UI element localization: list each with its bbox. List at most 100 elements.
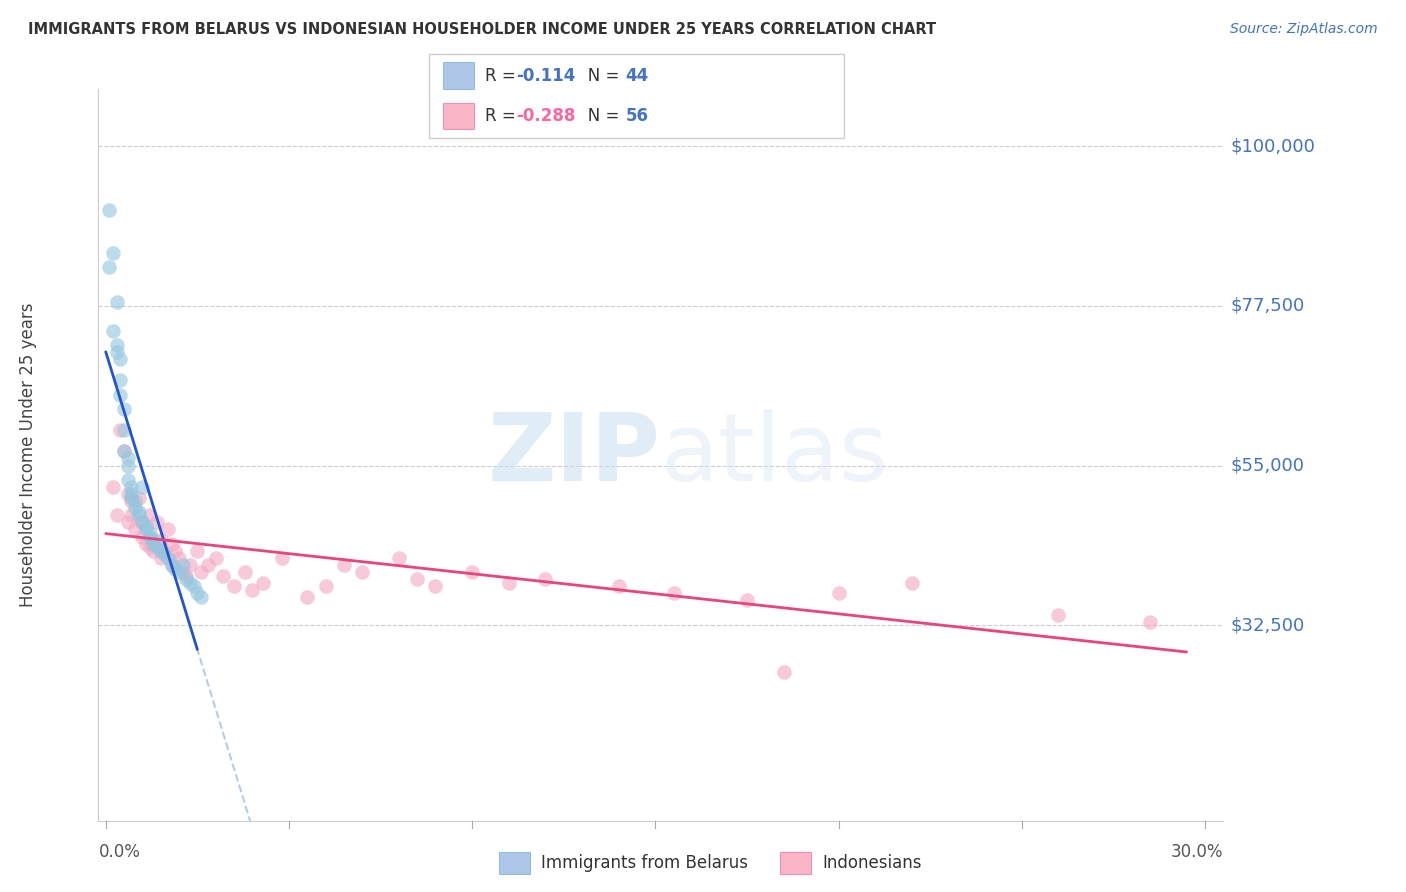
Point [138,530,160,544]
Point [157,523,180,537]
Point [131,480,153,494]
Text: 56: 56 [626,107,648,125]
Point [98,202,121,217]
Point [138,526,160,541]
Text: Indonesians: Indonesians [823,854,922,872]
Point [153,543,176,558]
Point [827,586,849,600]
Point [160,558,183,572]
Point [120,491,142,505]
Text: $55,000: $55,000 [1230,457,1305,475]
Point [333,558,356,572]
Point [197,558,219,572]
Point [146,540,169,554]
Point [172,565,194,579]
Point [112,444,135,458]
Point [165,561,187,575]
Point [204,550,226,565]
Point [315,579,337,593]
Point [186,543,208,558]
Point [149,550,172,565]
Point [101,245,124,260]
Point [128,508,150,523]
Text: IMMIGRANTS FROM BELARUS VS INDONESIAN HOUSEHOLDER INCOME UNDER 25 YEARS CORRELAT: IMMIGRANTS FROM BELARUS VS INDONESIAN HO… [28,22,936,37]
Point [176,572,198,586]
Point [105,508,128,523]
Point [128,505,150,519]
Point [176,568,198,582]
Point [662,586,685,600]
Point [112,401,135,416]
Point [157,550,180,565]
Text: atlas: atlas [661,409,889,501]
Point [120,480,142,494]
Point [105,345,128,359]
Point [124,501,146,516]
Point [425,579,447,593]
Point [498,575,520,590]
Point [149,533,172,548]
Point [135,523,157,537]
Point [110,423,132,437]
Text: Immigrants from Belarus: Immigrants from Belarus [541,854,748,872]
Point [101,324,124,338]
Point [142,537,165,551]
Point [131,516,153,530]
Point [186,586,208,600]
Point [124,494,146,508]
Point [167,550,190,565]
Text: Source: ZipAtlas.com: Source: ZipAtlas.com [1230,22,1378,37]
Point [138,540,160,554]
Text: -0.288: -0.288 [516,107,575,125]
Point [388,550,411,565]
Point [117,487,139,501]
Point [124,523,146,537]
Point [131,516,153,530]
Point [142,533,165,548]
Text: 0.0%: 0.0% [98,843,141,861]
Text: $100,000: $100,000 [1230,137,1315,155]
Point [120,494,142,508]
Point [352,565,374,579]
Text: 30.0%: 30.0% [1171,843,1223,861]
Point [117,451,139,466]
Point [149,543,172,558]
Point [179,558,201,572]
Text: $32,500: $32,500 [1230,616,1305,634]
Text: ZIP: ZIP [488,409,661,501]
Text: -0.114: -0.114 [516,67,575,85]
Point [131,530,153,544]
Text: N =: N = [572,67,624,85]
Point [112,444,135,458]
Point [212,568,235,582]
Point [117,473,139,487]
Point [406,572,429,586]
Point [240,582,263,597]
Point [135,519,157,533]
Point [117,516,139,530]
Point [534,572,557,586]
Text: R =: R = [485,67,522,85]
Point [172,558,194,572]
Point [270,550,292,565]
Point [146,516,169,530]
Point [128,491,150,505]
Point [98,260,121,274]
Point [190,565,212,579]
Point [297,590,319,604]
Point [120,508,142,523]
Text: N =: N = [572,107,624,125]
Point [1139,615,1161,629]
Point [179,575,201,590]
Point [252,575,274,590]
Point [110,352,132,367]
Point [772,665,794,679]
Point [153,547,176,561]
Point [105,338,128,352]
Point [110,387,132,401]
Point [110,373,132,387]
Text: R =: R = [485,107,522,125]
Point [1047,607,1070,622]
Point [138,508,160,523]
Point [160,558,183,572]
